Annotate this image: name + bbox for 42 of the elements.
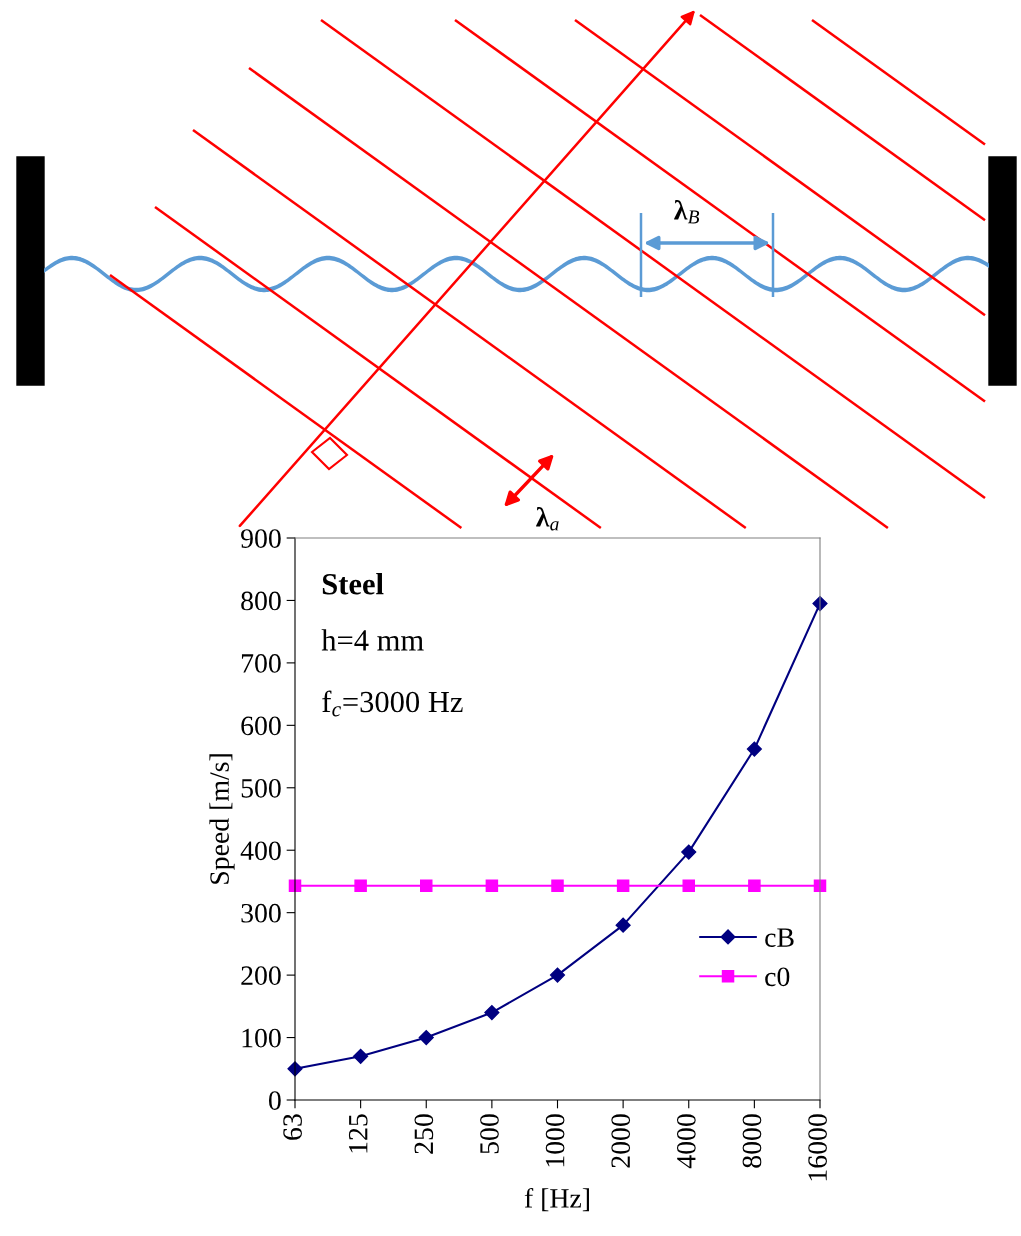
y-tick-label: 0 xyxy=(268,1091,281,1110)
point xyxy=(615,917,631,933)
point xyxy=(353,1048,369,1064)
x-axis-title: f [Hz] xyxy=(524,1187,589,1212)
text: λ$_{B}$ xyxy=(674,199,700,224)
y-tick-label: 300 xyxy=(241,903,281,923)
y-axis-title: Speed [m/s] xyxy=(209,754,235,884)
point xyxy=(418,1029,434,1046)
x-tick-label: 63 xyxy=(283,1114,302,1140)
x-tick-label: 8000 xyxy=(742,1114,762,1168)
x-tick-label: 1000 xyxy=(545,1114,565,1167)
annotation: Steel xyxy=(322,573,384,595)
y-tick-label: 700 xyxy=(241,654,281,673)
x-tick-label: 2000 xyxy=(611,1114,631,1168)
y-tick-label: 400 xyxy=(240,841,281,861)
legend-label: cB xyxy=(765,928,794,947)
point xyxy=(746,741,762,757)
y-tick-label: 500 xyxy=(241,778,281,798)
point xyxy=(485,879,499,893)
point xyxy=(549,967,566,983)
point xyxy=(551,879,564,893)
x-tick-label: 4000 xyxy=(676,1114,696,1169)
point xyxy=(616,879,630,893)
legend-label: c0 xyxy=(765,967,790,987)
annotation: h=4 mm xyxy=(321,629,424,651)
y-tick-label: 800 xyxy=(241,591,281,611)
point xyxy=(484,1005,500,1021)
point xyxy=(748,879,761,893)
point xyxy=(681,844,697,860)
text: λ$_{a}$ xyxy=(536,506,559,531)
y-tick-label: 600 xyxy=(241,716,281,736)
x-tick-label: 125 xyxy=(348,1114,368,1153)
y-tick-label: 100 xyxy=(242,1028,281,1048)
x-tick-label: 500 xyxy=(480,1114,499,1154)
point xyxy=(419,879,433,893)
annotation: f$_{c}$=3000 Hz xyxy=(322,690,463,717)
point xyxy=(354,879,367,893)
y-tick-label: 900 xyxy=(241,529,281,548)
y-tick-label: 200 xyxy=(241,966,281,986)
x-tick-label: 250 xyxy=(414,1114,434,1154)
point xyxy=(682,879,696,893)
x-tick-label: 16000 xyxy=(808,1114,827,1181)
